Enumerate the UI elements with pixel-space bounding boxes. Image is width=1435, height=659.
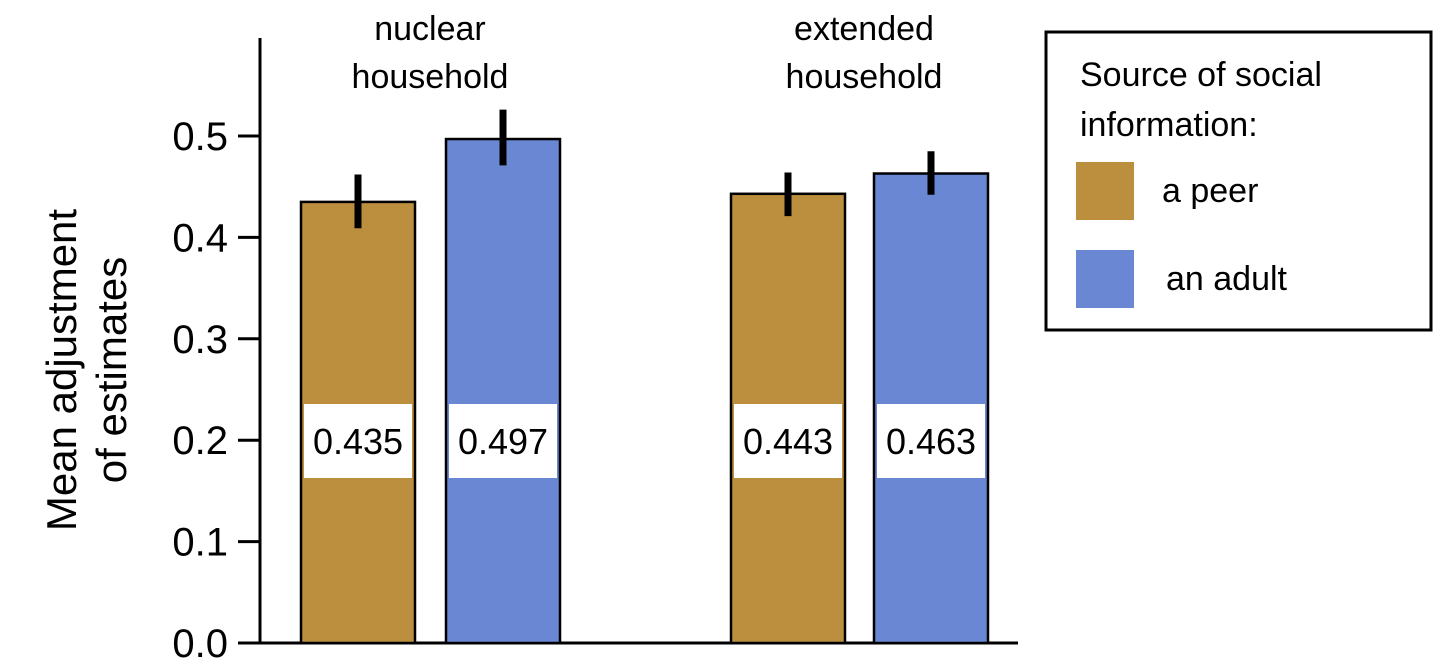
data-label: 0.497 bbox=[458, 421, 548, 462]
legend-title: information: bbox=[1080, 106, 1258, 144]
data-label: 0.463 bbox=[886, 421, 976, 462]
y-tick-label: 0.5 bbox=[172, 115, 228, 159]
y-axis-label: Mean adjustment of estimates bbox=[38, 209, 135, 532]
legend-label: a peer bbox=[1162, 172, 1258, 210]
bars bbox=[299, 137, 990, 645]
data-label-box bbox=[304, 404, 412, 478]
group-labels: nuclear household extended household bbox=[352, 10, 943, 96]
legend-swatch bbox=[1076, 162, 1134, 220]
bar-an-adult bbox=[444, 137, 562, 645]
data-label: 0.435 bbox=[313, 421, 403, 462]
data-label: 0.443 bbox=[743, 421, 833, 462]
category-label: extended bbox=[794, 10, 934, 48]
category-label: household bbox=[786, 58, 943, 96]
data-label-box bbox=[877, 404, 985, 478]
y-tick-label: 0.2 bbox=[172, 419, 228, 463]
category-label: nuclear bbox=[374, 10, 486, 48]
data-label-box bbox=[734, 404, 842, 478]
y-axis-title-line: Mean adjustment bbox=[38, 209, 85, 532]
y-tick-label: 0.0 bbox=[172, 622, 228, 659]
legend: Source of social information: a peer an adu… bbox=[1044, 30, 1433, 332]
y-axis-title-line: of estimates bbox=[88, 257, 135, 483]
legend-title: Source of social bbox=[1080, 56, 1322, 94]
y-axis: 0.0 0.1 0.2 0.3 0.4 0.5 bbox=[172, 38, 262, 659]
error-bars bbox=[354, 109, 935, 229]
category-label: household bbox=[352, 58, 509, 96]
legend-label: an adult bbox=[1166, 260, 1288, 298]
y-tick-label: 0.1 bbox=[172, 521, 228, 565]
data-label-box bbox=[449, 404, 557, 478]
data-labels: 0.435 0.443 0.497 0.463 bbox=[304, 404, 985, 478]
legend-swatch bbox=[1076, 250, 1134, 308]
y-tick-label: 0.3 bbox=[172, 318, 228, 362]
y-tick-label: 0.4 bbox=[172, 216, 228, 260]
